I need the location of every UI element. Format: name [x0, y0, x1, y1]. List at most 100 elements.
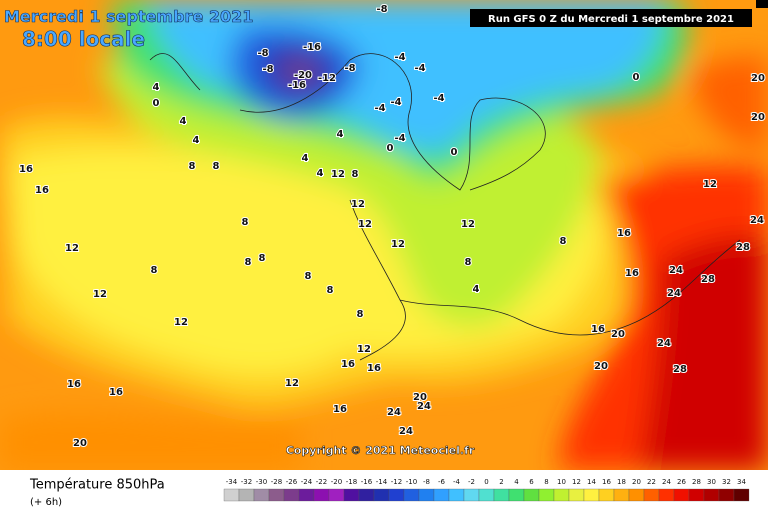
scale-swatch	[358, 488, 375, 502]
scale-swatch	[253, 488, 270, 502]
scale-swatch	[463, 488, 480, 502]
scale-swatch	[553, 488, 570, 502]
scale-swatch	[493, 488, 510, 502]
contour-label: 12	[357, 344, 371, 355]
scale-label: -12	[391, 478, 402, 486]
contour-label: -8	[262, 64, 273, 75]
scale-swatch	[343, 488, 360, 502]
scale-swatch	[538, 488, 555, 502]
contour-label: 8	[245, 257, 252, 268]
scale-label: -28	[271, 478, 282, 486]
coastline	[149, 53, 741, 361]
contour-label: 12	[351, 199, 365, 210]
scale-swatch	[268, 488, 285, 502]
scale-label: 10	[557, 478, 566, 486]
scale-swatch	[673, 488, 690, 502]
scale-label: -4	[453, 478, 461, 486]
contour-label: 0	[451, 147, 458, 158]
contour-label: 8	[357, 309, 364, 320]
contour-label: 16	[19, 164, 33, 175]
scale-label: -34	[226, 478, 238, 486]
scale-label: 22	[647, 478, 656, 486]
contour-label: -4	[433, 93, 444, 104]
contour-label: -4	[374, 103, 385, 114]
contour-label: 4	[153, 82, 160, 93]
contour-label: 4	[180, 116, 187, 127]
scale-swatch	[433, 488, 450, 502]
contour-label: 4	[317, 168, 324, 179]
scale-label: -2	[468, 478, 475, 486]
contour-label: 0	[387, 143, 394, 154]
contour-label: 16	[617, 228, 631, 239]
scale-label: 12	[572, 478, 581, 486]
scale-swatch	[223, 488, 240, 502]
contour-label: 0	[633, 72, 640, 83]
scale-swatch	[283, 488, 300, 502]
scale-label: 8	[544, 478, 548, 486]
scale-label: 14	[587, 478, 596, 486]
scale-label: -22	[316, 478, 327, 486]
contour-label: 4	[337, 129, 344, 140]
contour-label: 12	[703, 179, 717, 190]
scale-swatch	[598, 488, 615, 502]
scale-swatch	[478, 488, 495, 502]
contour-label: 8	[305, 271, 312, 282]
contour-label: 20	[751, 73, 765, 84]
contour-label: 20	[73, 438, 87, 449]
contour-label: 20	[751, 112, 765, 123]
contour-label: 24	[750, 215, 764, 226]
contour-label: 28	[701, 274, 715, 285]
scale-swatch	[643, 488, 660, 502]
contour-label: -8	[257, 48, 268, 59]
contour-label: 8	[242, 217, 249, 228]
scale-swatch	[448, 488, 465, 502]
contour-label: -8	[376, 4, 387, 15]
scale-label: 20	[632, 478, 641, 486]
scale-swatch	[703, 488, 720, 502]
scale-swatch	[238, 488, 255, 502]
scale-label: 32	[722, 478, 731, 486]
scale-label: -32	[241, 478, 252, 486]
scale-label: 26	[677, 478, 686, 486]
scale-swatch	[613, 488, 630, 502]
contour-label: 24	[387, 407, 401, 418]
scale-swatch	[718, 488, 735, 502]
scale-label: 24	[662, 478, 671, 486]
contour-label: 24	[667, 288, 681, 299]
scale-swatch	[313, 488, 330, 502]
contour-label: 16	[67, 379, 81, 390]
contour-label: 12	[391, 239, 405, 250]
contour-label: 8	[151, 265, 158, 276]
scale-label: 28	[692, 478, 701, 486]
contour-label: 8	[352, 169, 359, 180]
contour-label: 24	[417, 401, 431, 412]
contour-label: -20	[294, 70, 312, 81]
scale-label: 0	[484, 478, 488, 486]
contour-label: 24	[657, 338, 671, 349]
contour-label: -16	[288, 80, 306, 91]
contour-label: -4	[394, 133, 405, 144]
copyright: Copyright © 2021 Meteociel.fr	[286, 444, 475, 457]
scale-label: 18	[617, 478, 626, 486]
scale-swatch	[568, 488, 585, 502]
contour-label: 24	[669, 265, 683, 276]
contour-label: 16	[109, 387, 123, 398]
contour-label: 16	[591, 324, 605, 335]
run-box	[470, 9, 752, 27]
contour-label: 12	[358, 219, 372, 230]
scale-label: 30	[707, 478, 716, 486]
corner-box	[756, 0, 768, 8]
contour-label: 16	[35, 185, 49, 196]
scale-label: 4	[514, 478, 519, 486]
scale-swatch	[583, 488, 600, 502]
map-time: 8:00 locale	[22, 27, 145, 51]
scale-label: -6	[438, 478, 446, 486]
contour-label: 28	[673, 364, 687, 375]
contour-label: 0	[153, 98, 160, 109]
scale-label: 16	[602, 478, 611, 486]
scale-swatch	[388, 488, 405, 502]
contour-label: 4	[473, 284, 480, 295]
contour-label: 20	[413, 392, 427, 403]
map-title: Mercredi 1 septembre 2021	[4, 7, 253, 26]
